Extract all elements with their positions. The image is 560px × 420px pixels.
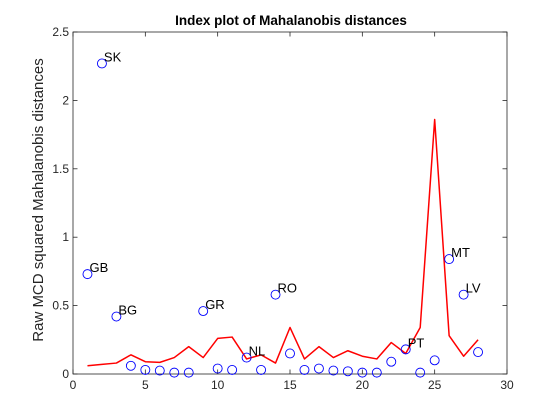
y-axis-label: Raw MCD squared Mahalanobis distances — [30, 58, 47, 341]
x-tick-label: 5 — [142, 378, 149, 392]
data-point — [444, 254, 455, 265]
y-tick-label: 0.5 — [52, 299, 69, 313]
data-point — [212, 363, 223, 374]
data-point — [371, 367, 382, 378]
x-tick-label: 20 — [356, 378, 370, 392]
point-label-nl: NL — [249, 344, 266, 359]
data-point — [386, 356, 397, 367]
y-tick-label: 1.5 — [52, 162, 69, 176]
point-label-lv: LV — [466, 281, 481, 296]
plot-area: 0 5 10 15 20 25 30 0 0.5 1 1.5 2 2.5 GB SK BG GR NL RO PT MT… — [52, 25, 514, 392]
data-point — [198, 306, 209, 317]
x-tick-label: 25 — [428, 378, 442, 392]
data-point — [415, 367, 426, 378]
y-tick-label: 0 — [62, 367, 69, 381]
data-point — [256, 364, 267, 375]
data-point — [328, 365, 339, 376]
data-point — [458, 289, 469, 300]
x-tick-label: 10 — [211, 378, 225, 392]
x-tick-label: 15 — [283, 378, 297, 392]
point-label-ro: RO — [278, 281, 298, 296]
data-point — [82, 269, 93, 280]
point-label-pt: PT — [408, 335, 425, 350]
data-point — [357, 367, 368, 378]
point-label-mt: MT — [451, 245, 470, 260]
x-tick-label: 0 — [70, 378, 77, 392]
data-point — [473, 347, 484, 358]
data-point — [227, 364, 238, 375]
data-point — [169, 367, 180, 378]
data-point — [429, 355, 440, 366]
chart-title: Index plot of Mahalanobis distances — [175, 13, 407, 28]
data-point — [154, 365, 165, 376]
data-point — [125, 360, 136, 371]
data-point — [183, 367, 194, 378]
data-point — [270, 289, 281, 300]
x-tick-label: 30 — [500, 378, 514, 392]
data-point — [285, 348, 295, 359]
point-label-sk: SK — [104, 49, 122, 64]
data-point — [111, 311, 122, 322]
data-point — [140, 364, 151, 375]
y-tick-label: 2 — [62, 93, 69, 107]
distance-threshold-line — [87, 118, 479, 367]
data-point — [241, 352, 252, 363]
data-point — [299, 364, 310, 375]
point-label-bg: BG — [118, 303, 137, 318]
data-point — [313, 363, 324, 374]
data-point — [400, 344, 411, 355]
y-tick-label: 2.5 — [52, 25, 69, 39]
data-point — [342, 366, 353, 377]
point-label-gb: GB — [89, 260, 108, 275]
y-tick-label: 1 — [62, 230, 69, 244]
data-point — [96, 58, 107, 69]
point-label-gr: GR — [205, 297, 225, 312]
